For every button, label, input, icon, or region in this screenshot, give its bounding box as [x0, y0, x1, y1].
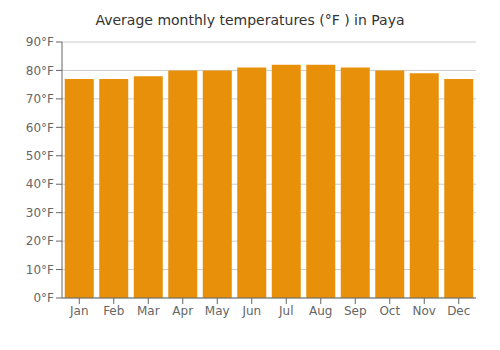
svg-text:Sep: Sep	[344, 304, 367, 318]
svg-text:Jul: Jul	[278, 304, 293, 318]
svg-text:40°F: 40°F	[26, 177, 54, 191]
svg-text:80°F: 80°F	[26, 64, 54, 78]
svg-text:70°F: 70°F	[26, 92, 54, 106]
svg-text:90°F: 90°F	[26, 35, 54, 49]
svg-text:Jan: Jan	[69, 304, 89, 318]
svg-text:50°F: 50°F	[26, 149, 54, 163]
svg-text:Apr: Apr	[172, 304, 193, 318]
svg-text:Jun: Jun	[241, 304, 261, 318]
svg-text:Mar: Mar	[137, 304, 160, 318]
svg-text:Dec: Dec	[447, 304, 470, 318]
svg-text:0°F: 0°F	[33, 291, 54, 305]
svg-text:Aug: Aug	[309, 304, 332, 318]
svg-text:30°F: 30°F	[26, 206, 54, 220]
svg-text:May: May	[205, 304, 230, 318]
svg-text:Nov: Nov	[413, 304, 436, 318]
html-text:Average monthly temperatures (: Average monthly temperatures (°F ) in Pa…	[95, 12, 405, 28]
svg-text:10°F: 10°F	[26, 263, 54, 277]
svg-text:Oct: Oct	[379, 304, 400, 318]
svg-text:Feb: Feb	[103, 304, 124, 318]
svg-text:20°F: 20°F	[26, 234, 54, 248]
svg-text:60°F: 60°F	[26, 121, 54, 135]
